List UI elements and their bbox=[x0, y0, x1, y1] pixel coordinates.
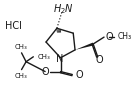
Text: O: O bbox=[41, 67, 49, 77]
Text: CH₃: CH₃ bbox=[14, 73, 27, 79]
Text: O: O bbox=[106, 32, 113, 42]
Text: CH₃: CH₃ bbox=[14, 44, 27, 50]
Text: O: O bbox=[76, 70, 84, 81]
Text: $H_2N$: $H_2N$ bbox=[53, 3, 74, 16]
Text: N: N bbox=[56, 54, 63, 64]
Text: CH₃: CH₃ bbox=[38, 54, 51, 60]
Polygon shape bbox=[75, 43, 93, 50]
Text: HCl: HCl bbox=[5, 21, 22, 31]
Text: CH₃: CH₃ bbox=[118, 32, 132, 41]
Text: O: O bbox=[96, 55, 103, 65]
